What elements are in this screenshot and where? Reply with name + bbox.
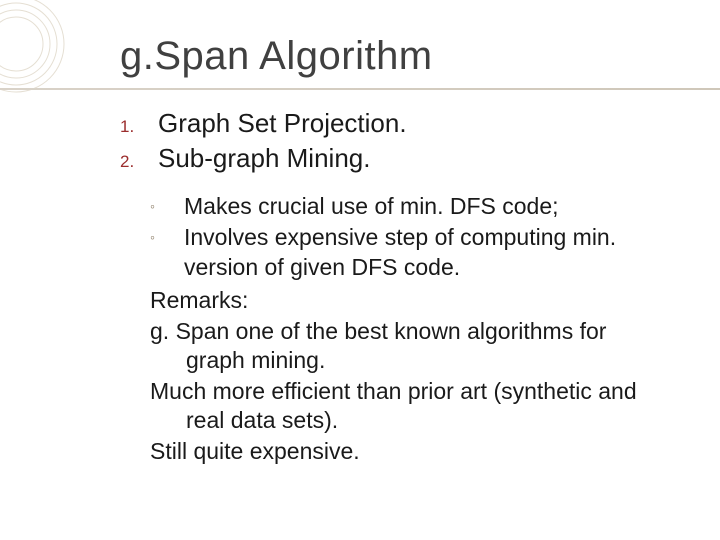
remark-line: Still quite expensive. bbox=[150, 437, 670, 466]
remarks-label: Remarks: bbox=[150, 286, 670, 315]
numbered-item: 1. Graph Set Projection. bbox=[120, 108, 680, 139]
sub-item: ◦ Involves expensive step of computing m… bbox=[150, 223, 670, 282]
title-underline bbox=[0, 88, 720, 90]
bullet-icon: ◦ bbox=[150, 192, 184, 214]
decorative-rings bbox=[0, 0, 100, 120]
sub-block: ◦ Makes crucial use of min. DFS code; ◦ … bbox=[150, 192, 670, 466]
slide-body: 1. Graph Set Projection. 2. Sub-graph Mi… bbox=[120, 108, 680, 467]
sub-item: ◦ Makes crucial use of min. DFS code; bbox=[150, 192, 670, 221]
slide-title: g.Span Algorithm bbox=[120, 34, 433, 79]
item-number: 2. bbox=[120, 152, 158, 172]
numbered-item: 2. Sub-graph Mining. bbox=[120, 143, 680, 174]
item-text: Graph Set Projection. bbox=[158, 108, 407, 139]
sub-item-text: Involves expensive step of computing min… bbox=[184, 223, 670, 282]
sub-item-text: Makes crucial use of min. DFS code; bbox=[184, 192, 670, 221]
item-text: Sub-graph Mining. bbox=[158, 143, 370, 174]
remarks-section: Remarks: g. Span one of the best known a… bbox=[150, 286, 670, 466]
bullet-icon: ◦ bbox=[150, 223, 184, 245]
remark-line: g. Span one of the best known algorithms… bbox=[150, 317, 670, 376]
item-number: 1. bbox=[120, 117, 158, 137]
remark-line: Much more efficient than prior art (synt… bbox=[150, 377, 670, 436]
